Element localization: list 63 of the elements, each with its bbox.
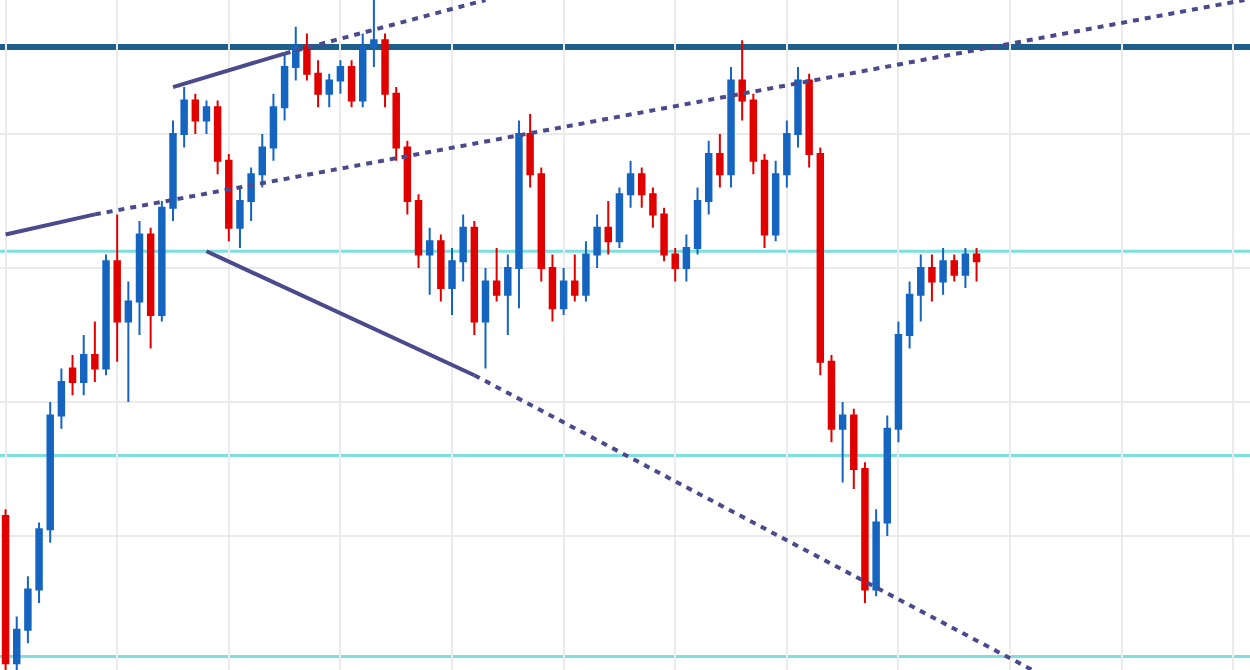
candlestick bbox=[548, 253, 557, 323]
candlestick bbox=[113, 213, 121, 363]
candlestick bbox=[269, 92, 278, 162]
candlestick bbox=[414, 193, 423, 269]
candlestick bbox=[615, 186, 624, 249]
candlestick bbox=[827, 354, 836, 444]
candlestick bbox=[526, 112, 534, 189]
candlestick bbox=[738, 39, 746, 122]
candlestick bbox=[68, 354, 77, 397]
candlestick bbox=[972, 246, 981, 283]
candlestick bbox=[1, 508, 10, 670]
candlestick bbox=[425, 226, 434, 296]
candlestick bbox=[492, 246, 501, 303]
candlestick bbox=[939, 246, 947, 296]
candlestick bbox=[135, 220, 144, 336]
candlestick bbox=[481, 267, 490, 370]
candlestick bbox=[537, 166, 546, 283]
candlestick bbox=[838, 401, 847, 484]
candlestick bbox=[816, 146, 825, 377]
candlestick bbox=[202, 99, 211, 135]
candlestick bbox=[370, 0, 378, 68]
candlestick bbox=[638, 166, 646, 209]
candlestick bbox=[805, 72, 813, 169]
candlestick bbox=[102, 253, 110, 377]
candlestick bbox=[347, 59, 356, 109]
candlestick bbox=[749, 92, 758, 176]
candlestick bbox=[470, 220, 479, 336]
candlestick bbox=[437, 233, 445, 303]
candlestick bbox=[950, 253, 958, 283]
candlestick bbox=[13, 615, 21, 670]
candlestick bbox=[917, 253, 925, 323]
candlestick bbox=[358, 32, 367, 109]
candlestick bbox=[79, 334, 88, 397]
candlestick bbox=[146, 226, 155, 350]
candlestick bbox=[928, 253, 936, 303]
candlestick bbox=[213, 99, 222, 176]
candlestick bbox=[905, 280, 914, 350]
candlestick bbox=[604, 200, 612, 256]
candlestick bbox=[336, 59, 345, 95]
candlestick bbox=[124, 280, 133, 403]
candlestick bbox=[325, 72, 333, 109]
candlestick bbox=[704, 139, 713, 216]
candlestick bbox=[771, 159, 780, 243]
candlestick bbox=[626, 159, 635, 209]
candlestick bbox=[883, 414, 892, 537]
candlestick bbox=[292, 25, 300, 82]
candlestick bbox=[571, 253, 579, 303]
candlestick bbox=[693, 186, 702, 256]
candlestick bbox=[894, 320, 903, 444]
candlestick bbox=[872, 508, 880, 598]
candlestick bbox=[716, 133, 724, 189]
candlestick bbox=[403, 139, 412, 216]
candlestick bbox=[57, 367, 66, 430]
candlestick bbox=[727, 66, 735, 189]
candlestick bbox=[961, 246, 970, 290]
candlestick bbox=[559, 267, 568, 316]
candlestick bbox=[191, 92, 200, 135]
candlestick bbox=[225, 153, 233, 243]
candlestick bbox=[280, 52, 289, 122]
candlestick bbox=[91, 320, 99, 383]
candlestick bbox=[760, 153, 769, 249]
candlestick bbox=[682, 233, 691, 283]
candlestick bbox=[258, 133, 267, 189]
